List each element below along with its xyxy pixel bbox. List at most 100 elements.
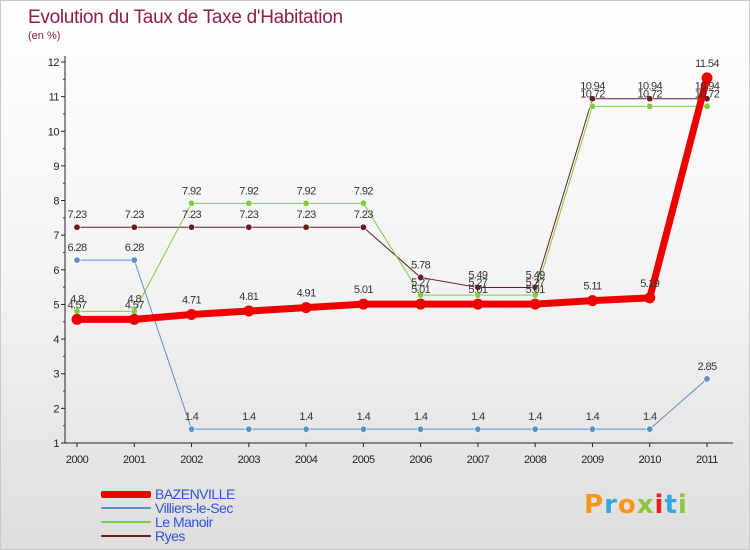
logo-letter: P bbox=[584, 490, 605, 520]
point-bazenville bbox=[300, 302, 312, 314]
data-label-bazenville: 4.81 bbox=[239, 291, 258, 303]
legend-item-bazenville: BAZENVILLE bbox=[101, 487, 235, 501]
point-villiers-le-sec bbox=[588, 425, 596, 433]
logo-letter: t bbox=[664, 490, 678, 520]
legend-swatch bbox=[101, 507, 151, 509]
data-label-ryes: 5.49 bbox=[526, 269, 545, 281]
point-villiers-le-sec bbox=[73, 256, 81, 264]
y-tick-label: 5 bbox=[53, 299, 59, 311]
data-label-villiers-le-sec: 1.4 bbox=[185, 411, 199, 423]
y-tick-label: 9 bbox=[53, 161, 59, 173]
data-label-villiers-le-sec: 1.4 bbox=[414, 411, 428, 423]
legend-item-ryes: Ryes bbox=[101, 529, 235, 543]
point-ryes bbox=[130, 223, 138, 231]
point-ryes bbox=[188, 223, 196, 231]
y-tick-label: 4 bbox=[53, 334, 59, 346]
chart-series bbox=[71, 72, 713, 433]
point-bazenville bbox=[186, 308, 198, 320]
x-tick-label: 2006 bbox=[409, 454, 432, 466]
x-tick-label: 2011 bbox=[696, 454, 718, 466]
series-line-villiers-le-sec bbox=[76, 259, 708, 430]
point-villiers-le-sec bbox=[245, 425, 253, 433]
data-label-ryes: 7.23 bbox=[239, 209, 258, 221]
data-label-bazenville: 5.01 bbox=[354, 284, 373, 296]
legend-item-le-manoir: Le Manoir bbox=[101, 515, 235, 529]
y-tick-label: 8 bbox=[53, 196, 59, 208]
point-bazenville bbox=[128, 313, 140, 325]
point-ryes bbox=[73, 223, 81, 231]
y-tick-label: 3 bbox=[53, 369, 59, 381]
point-ryes bbox=[417, 273, 425, 281]
data-label-le-manoir: 10.72 bbox=[695, 88, 720, 100]
data-label-villiers-le-sec: 1.4 bbox=[357, 411, 371, 423]
data-label-le-manoir: 4.8 bbox=[70, 293, 84, 305]
point-le-manoir bbox=[646, 102, 654, 110]
logo-letter: r bbox=[604, 490, 618, 520]
data-label-ryes: 10.94 bbox=[695, 81, 720, 93]
logo-letter: i bbox=[677, 490, 688, 520]
point-bazenville bbox=[644, 292, 656, 304]
data-label-le-manoir: 5.27 bbox=[468, 277, 487, 289]
x-tick-label: 2002 bbox=[180, 454, 203, 466]
data-label-villiers-le-sec: 1.4 bbox=[471, 411, 485, 423]
data-label-le-manoir: 5.27 bbox=[526, 277, 545, 289]
data-label-bazenville: 5.01 bbox=[468, 284, 487, 296]
point-le-manoir bbox=[588, 102, 596, 110]
logo-letter: i bbox=[654, 490, 665, 520]
data-label-le-manoir: 5.27 bbox=[411, 277, 430, 289]
point-le-manoir bbox=[417, 291, 425, 299]
legend-swatch bbox=[101, 521, 151, 523]
point-le-manoir bbox=[474, 291, 482, 299]
x-tick-label: 2008 bbox=[524, 454, 547, 466]
data-label-bazenville: 5.01 bbox=[411, 284, 430, 296]
data-label-bazenville: 4.71 bbox=[182, 294, 201, 306]
data-label-bazenville: 4.91 bbox=[297, 288, 316, 300]
data-label-ryes: 7.23 bbox=[67, 209, 86, 221]
y-tick-label: 2 bbox=[53, 403, 59, 415]
data-label-ryes: 5.49 bbox=[468, 269, 487, 281]
point-ryes bbox=[646, 95, 654, 103]
legend-swatch bbox=[101, 535, 151, 537]
unit-label: (en %) bbox=[28, 30, 61, 42]
point-ryes bbox=[359, 223, 367, 231]
point-bazenville bbox=[701, 72, 713, 84]
data-label-bazenville: 5.19 bbox=[640, 278, 659, 290]
point-ryes bbox=[474, 283, 482, 291]
data-label-villiers-le-sec: 6.28 bbox=[67, 242, 86, 254]
y-tick-label: 1 bbox=[53, 438, 59, 450]
data-label-bazenville: 5.11 bbox=[583, 281, 602, 293]
data-label-le-manoir: 7.92 bbox=[239, 185, 258, 197]
point-villiers-le-sec bbox=[474, 425, 482, 433]
data-label-ryes: 7.23 bbox=[125, 209, 144, 221]
legend-label: BAZENVILLE bbox=[155, 486, 235, 502]
point-bazenville bbox=[357, 298, 369, 310]
y-tick-label: 10 bbox=[48, 126, 60, 138]
point-villiers-le-sec bbox=[646, 425, 654, 433]
data-label-le-manoir: 10.72 bbox=[580, 88, 605, 100]
point-ryes bbox=[245, 223, 253, 231]
point-villiers-le-sec bbox=[703, 375, 711, 383]
data-label-villiers-le-sec: 1.4 bbox=[299, 411, 313, 423]
legend-label: Villiers-le-Sec bbox=[155, 500, 233, 516]
y-tick-label: 11 bbox=[49, 92, 60, 104]
data-label-bazenville: 4.57 bbox=[67, 299, 86, 311]
legend-swatch bbox=[101, 490, 151, 498]
point-le-manoir bbox=[531, 291, 539, 299]
series-line-ryes bbox=[76, 98, 708, 288]
data-label-villiers-le-sec: 1.4 bbox=[643, 411, 657, 423]
point-le-manoir bbox=[188, 199, 196, 207]
data-label-bazenville: 11.54 bbox=[695, 58, 719, 70]
point-le-manoir bbox=[703, 102, 711, 110]
x-tick-label: 2000 bbox=[66, 454, 89, 466]
data-label-villiers-le-sec: 1.4 bbox=[586, 411, 600, 423]
point-bazenville bbox=[71, 313, 83, 325]
x-tick-label: 2004 bbox=[295, 454, 318, 466]
legend-label: Ryes bbox=[155, 528, 185, 544]
point-villiers-le-sec bbox=[359, 425, 367, 433]
legend-item-villiers-le-sec: Villiers-le-Sec bbox=[101, 501, 235, 515]
point-villiers-le-sec bbox=[531, 425, 539, 433]
series-line-bazenville bbox=[73, 74, 711, 323]
point-bazenville bbox=[243, 305, 255, 317]
data-label-villiers-le-sec: 1.4 bbox=[528, 411, 542, 423]
